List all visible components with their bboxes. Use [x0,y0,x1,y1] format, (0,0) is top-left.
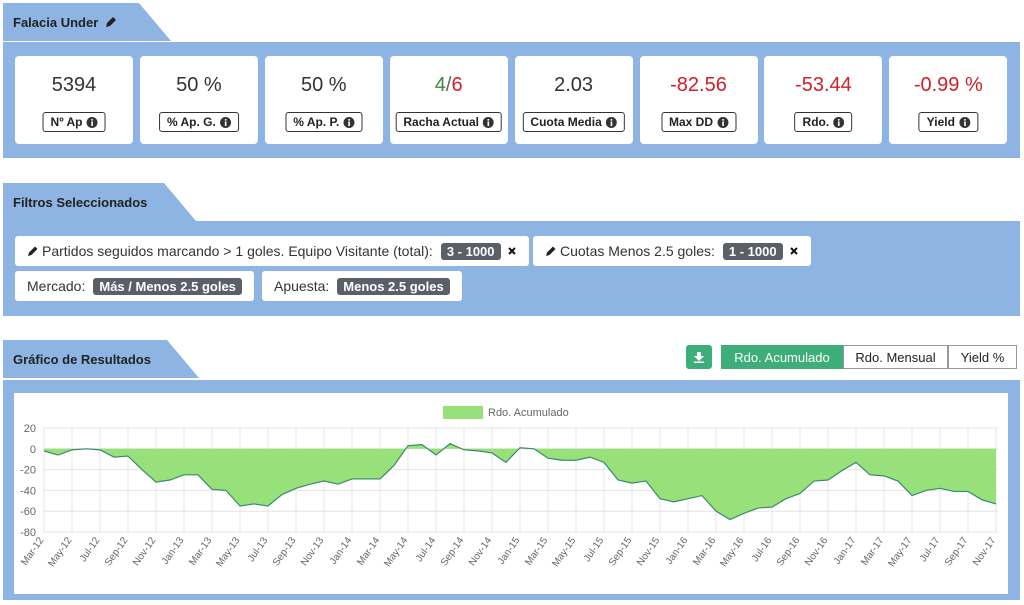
stat-value: 5394 [51,74,97,96]
info-icon [482,116,494,128]
filter-text: Apuesta: [274,278,330,294]
info-dot [91,118,93,121]
stat-value-part: 4 [434,74,446,96]
remove-x [507,247,516,255]
info-dot [838,118,840,121]
stat-label-text: % Ap. P. [293,115,340,129]
info-icon [717,116,729,128]
edit-icon[interactable] [104,15,118,29]
stat-label-text: Racha Actual [403,115,479,129]
stat-card: 5394 Nº Ap [15,56,133,144]
edit-icon [546,246,556,256]
info-icon [86,116,98,128]
info-icon [958,116,970,128]
stat-value: -53.44 [795,74,852,96]
filters-title: Filtros Seleccionados [13,194,148,210]
info-bar [963,120,966,126]
stat-label: Max DD [660,112,737,132]
stat-card: -53.44 Rdo. [764,56,883,144]
info-bar [224,120,227,126]
remove-x [789,247,798,255]
remove-icon[interactable] [507,246,517,256]
stat-label: Nº Ap [42,112,106,132]
filter-text: Mercado: [27,278,86,294]
stat-card: 2.03 Cuota Media [514,56,633,144]
stat-card: 50 % % Ap. P. [264,56,383,144]
stat-value: -82.56 [670,74,727,96]
info-bar [721,120,724,126]
filter-text: Cuotas Menos 2.5 goles: [560,243,715,259]
filter-text: Partidos seguidos marcando > 1 goles. Eq… [42,243,433,259]
info-dot [348,118,350,121]
pencil [546,246,556,256]
stat-card: 4/6 Racha Actual [389,56,508,144]
header-title: Falacia Under [13,14,99,30]
info-bar [348,120,350,126]
stat-label: Yield [918,112,978,132]
filter-badge: Menos 2.5 goles [337,277,450,295]
stat-label: Racha Actual [395,112,502,132]
stat-card: 50 % % Ap. G. [139,56,258,144]
edit-icon [28,246,38,256]
chart-tab: Gráfico de Resultados [3,340,199,378]
filter-chip: Partidos seguidos marcando > 1 goles. Eq… [15,236,529,266]
stat-label-text: % Ap. G. [166,115,216,129]
stat-value-part: / [445,74,452,96]
chart-panel [3,380,1020,600]
download-button[interactable] [686,345,712,369]
remove-icon[interactable] [789,246,799,256]
stat-label: Rdo. [794,112,853,132]
stat-value: -0.99 % [913,74,983,96]
stat-label-text: Yield [926,115,955,129]
stat-value: 50 % [301,74,347,96]
info-bar [487,120,490,126]
stat-label-text: Max DD [668,115,714,129]
info-bar [610,120,613,126]
info-bar [91,120,93,126]
filter-badge: 1 - 1000 [722,242,783,260]
stat-value-part: 6 [451,74,463,96]
stat-value: 4/6 [390,74,508,97]
filter-badge: 3 - 1000 [440,242,501,260]
stat-label-text: Nº Ap [50,115,83,129]
filter-chip: Apuesta: Menos 2.5 goles [262,271,462,301]
filters-tab: Filtros Seleccionados [3,183,196,221]
info-icon [343,116,355,128]
info-icon [605,116,617,128]
stat-label-text: Rdo. [802,115,830,129]
stat-label: % Ap. G. [158,112,239,132]
stat-card: -0.99 % Yield [889,56,1008,144]
info-dot [963,118,966,121]
chart-toggle-button[interactable]: Yield % [948,345,1017,369]
chart-toggle-button[interactable]: Rdo. Acumulado [721,345,843,369]
info-icon [833,116,845,128]
info-dot [610,118,613,121]
chart-toggle-button[interactable]: Rdo. Mensual [843,345,948,369]
stat-value: 50 % [176,74,222,96]
info-bar [838,120,840,126]
chart-title: Gráfico de Resultados [13,351,151,367]
filter-chip: Mercado: Más / Menos 2.5 goles [15,271,254,301]
filter-badge: Más / Menos 2.5 goles [93,277,242,295]
stat-label-text: Cuota Media [530,115,602,129]
stat-label: % Ap. P. [285,112,363,132]
info-icon [219,116,231,128]
info-dot [224,118,227,121]
stat-card: -82.56 Max DD [639,56,758,144]
header-tab: Falacia Under [3,3,171,41]
filter-chip: Cuotas Menos 2.5 goles: 1 - 1000 [533,236,811,266]
stat-label: Cuota Media [522,112,625,132]
pencil [28,246,38,256]
info-dot [721,118,724,121]
info-dot [487,118,490,121]
stat-value: 2.03 [554,74,594,96]
